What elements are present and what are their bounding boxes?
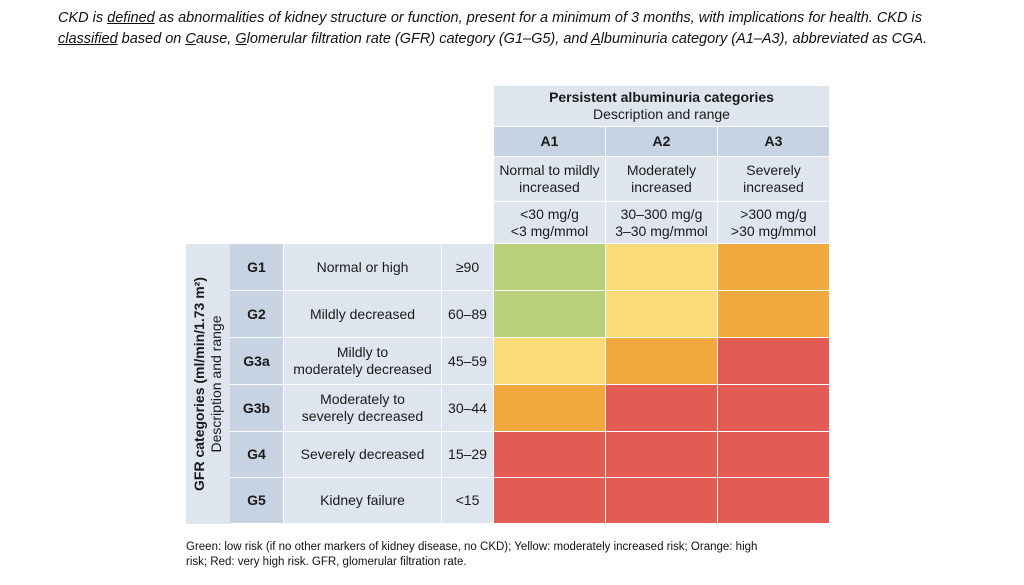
albuminuria-desc-line: increased [519,179,580,195]
albuminuria-range-line: >30 mg/mmol [730,222,817,239]
gfr-desc-g3a: Mildly to moderately decreased [284,338,442,385]
albuminuria-range-a1: <30 mg/g <3 mg/mmol [494,202,606,244]
gfr-axis-label: GFR categories (ml/min/1.73 m²) Descript… [191,277,225,491]
intro-text: lomerular filtration rate (GFR) category… [246,31,592,47]
albuminuria-title: Persistent albuminuria categories [549,89,774,105]
gfr-desc-g1: Normal or high [284,244,442,291]
albuminuria-range-line: 3–30 mg/mmol [615,222,708,239]
risk-cell-g1-a3 [718,244,830,291]
risk-cell-g5-a3 [718,478,830,524]
gfr-desc-line: Normal or high [316,258,409,275]
risk-cell-g3b-a3 [718,385,830,432]
risk-cell-g5-a2 [606,478,718,524]
gfr-code-g4: G4 [230,432,284,478]
albuminuria-desc-line: Moderately [626,162,697,178]
intro-defined: defined [107,10,155,26]
risk-cell-g5-a1 [494,478,606,524]
albuminuria-desc-line: increased [631,179,692,195]
albuminuria-range-line: <3 mg/mmol [510,222,589,239]
gfr-desc-line: severely decreased [301,408,424,424]
gfr-range-g4: 15–29 [442,432,494,478]
gfr-desc-g3b: Moderately to severely decreased [284,385,442,432]
gfr-range-g3a: 45–59 [442,338,494,385]
gfr-desc-g4: Severely decreased [284,432,442,478]
risk-cell-g3a-a3 [718,338,830,385]
risk-cell-g4-a2 [606,432,718,478]
albuminuria-code-a3: A3 [718,127,830,157]
gfr-desc-g5: Kidney failure [284,478,442,524]
intro-text: ause, [195,31,236,47]
gfr-desc-line: Mildly decreased [309,305,416,322]
gfr-axis-subtitle: Description and range [208,315,224,453]
albuminuria-desc-a3: Severely increased [718,157,830,202]
risk-cell-g3b-a1 [494,385,606,432]
albuminuria-range-line: 30–300 mg/g [620,205,703,222]
gfr-range-g3b: 30–44 [442,385,494,432]
gfr-code-g3b: G3b [230,385,284,432]
albuminuria-subtitle: Description and range [593,106,730,122]
albuminuria-desc-line: increased [743,179,804,195]
intro-letter-c: C [185,31,196,47]
risk-cell-g2-a2 [606,291,718,338]
albuminuria-desc-line: Severely [746,162,801,178]
albuminuria-code-a1: A1 [494,127,606,157]
gfr-axis-title: GFR categories (ml/min/1.73 m²) [191,277,207,491]
albuminuria-code-a2: A2 [606,127,718,157]
gfr-desc-line: Severely decreased [300,446,425,462]
gfr-desc-line: moderately decreased [293,361,432,377]
risk-cell-g4-a1 [494,432,606,478]
gfr-desc-g2: Mildly decreased [284,291,442,338]
albuminuria-desc-a2: Moderately increased [606,157,718,202]
intro-paragraph: CKD is defined as abnormalities of kidne… [58,8,968,50]
albuminuria-range-a2: 30–300 mg/g 3–30 mg/mmol [606,202,718,244]
gfr-range-g2: 60–89 [442,291,494,338]
albuminuria-header: Persistent albuminuria categories Descri… [494,86,830,127]
risk-cell-g3a-a1 [494,338,606,385]
intro-text: CKD is [58,10,108,26]
intro-classified: classified [58,31,118,47]
intro-text: lbuminuria category (A1–A3), abbreviated… [600,31,928,47]
gfr-range-g5: <15 [442,478,494,524]
risk-cell-g3a-a2 [606,338,718,385]
footnote-line: risk; Red: very high risk. GFR, glomerul… [186,556,467,568]
albuminuria-range-line: >300 mg/g [740,205,807,222]
risk-cell-g1-a2 [606,244,718,291]
risk-cell-g2-a3 [718,291,830,338]
intro-letter-a: A [591,31,601,47]
albuminuria-desc-line: Normal to mildly [499,162,600,178]
legend-footnote: Green: low risk (if no other markers of … [186,540,826,570]
intro-text: as abnormalities of kidney structure or … [154,10,922,26]
gfr-desc-line: Moderately to [320,391,405,407]
risk-cell-g1-a1 [494,244,606,291]
intro-text: based on [117,31,186,47]
albuminuria-range-line: <30 mg/g [520,205,579,222]
risk-cell-g2-a1 [494,291,606,338]
risk-cell-g3b-a2 [606,385,718,432]
albuminuria-range-a3: >300 mg/g >30 mg/mmol [718,202,830,244]
footnote-line: Green: low risk (if no other markers of … [186,541,758,553]
gfr-code-g3a: G3a [230,338,284,385]
albuminuria-desc-a1: Normal to mildly increased [494,157,606,202]
gfr-range-g1: ≥90 [442,244,494,291]
gfr-desc-line: Kidney failure [320,492,405,508]
risk-cell-g4-a3 [718,432,830,478]
gfr-code-g5: G5 [230,478,284,524]
intro-letter-g: G [235,31,247,47]
gfr-desc-line: Mildly to [336,344,389,360]
gfr-code-g2: G2 [230,291,284,338]
gfr-code-g1: G1 [230,244,284,291]
